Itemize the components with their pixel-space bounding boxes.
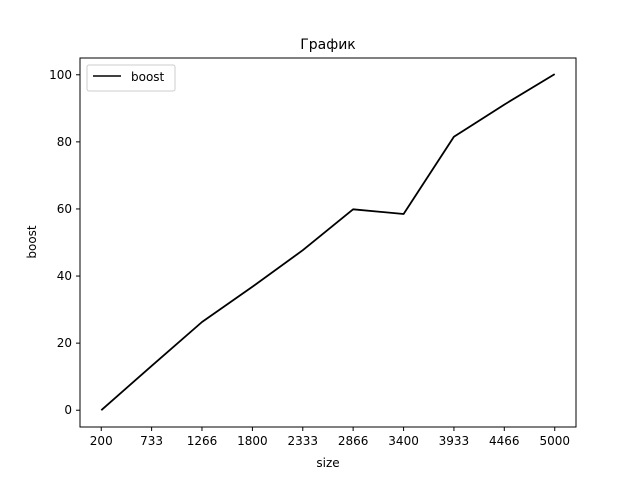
plot-area: 200 733 1266 1800 2333 2866 3400 3933 4466 5000 0 2… — [49, 57, 577, 448]
legend: boost — [86, 64, 176, 92]
x-tick-label: 3400 — [388, 434, 419, 448]
legend-label: boost — [131, 70, 165, 84]
y-tick-label: 40 — [57, 269, 72, 283]
x-tick-label: 2866 — [338, 434, 369, 448]
y-tick-label: 100 — [49, 68, 72, 82]
x-axis-label: size — [316, 456, 339, 470]
x-tick-label: 5000 — [539, 434, 570, 448]
x-tick-label: 200 — [90, 434, 113, 448]
x-tick-label: 2333 — [288, 434, 319, 448]
legend-box — [86, 64, 176, 92]
axes-frame — [79, 57, 577, 428]
y-tick-label: 80 — [57, 135, 72, 149]
y-axis-label: boost — [25, 225, 39, 259]
series-line-boost — [100, 73, 556, 411]
x-tick-label: 4466 — [489, 434, 520, 448]
x-tick-label: 1266 — [187, 434, 218, 448]
y-tick-label: 20 — [57, 336, 72, 350]
x-tick-label: 3933 — [439, 434, 470, 448]
x-tick-label: 1800 — [237, 434, 268, 448]
x-tick-label: 733 — [140, 434, 163, 448]
y-tick-label: 60 — [57, 202, 72, 216]
chart-title: График — [300, 37, 356, 53]
y-tick-label: 0 — [64, 403, 72, 417]
